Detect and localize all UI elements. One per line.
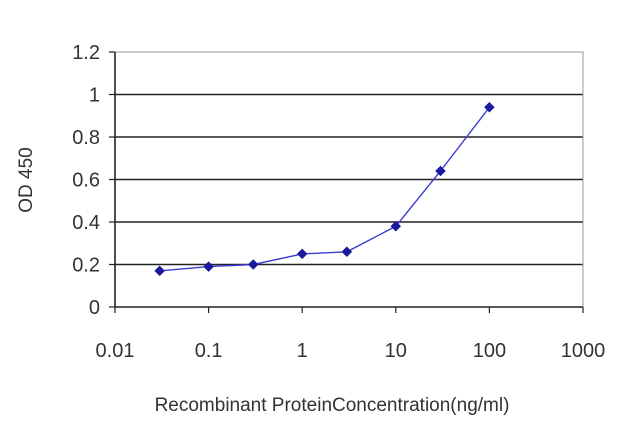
y-tick-label-2: 0.4 — [72, 212, 100, 234]
data-point-6 — [435, 165, 446, 177]
x-tick-label-1: 0.1 — [195, 340, 223, 362]
x-tick-label-2: 1 — [297, 340, 308, 362]
x-tick-label-0: 0.01 — [96, 340, 135, 362]
data-point-7 — [484, 101, 495, 113]
data-point-1 — [203, 261, 214, 272]
x-tick-label-5: 1000 — [561, 340, 606, 362]
x-tick-label-3: 10 — [385, 340, 407, 362]
data-point-3 — [296, 248, 308, 260]
y-tick-label-1: 0.2 — [72, 255, 100, 277]
x-tick-label-4: 100 — [473, 340, 506, 362]
data-point-2 — [247, 259, 259, 270]
y-tick-label-3: 0.6 — [72, 170, 100, 192]
data-series — [154, 101, 495, 277]
x-axis-label: Recombinant ProteinConcentration(ng/ml) — [155, 395, 510, 416]
y-tick-labels: 0 0.2 0.4 0.6 0.8 1 1.2 — [72, 42, 115, 319]
y-tick-label-5: 1 — [89, 85, 100, 107]
x-tick-labels: 0.01 0.1 1 10 100 1000 — [96, 307, 606, 362]
gridlines — [115, 93, 583, 266]
y-axis-label: OD 450 — [16, 147, 37, 212]
data-point-4 — [341, 246, 353, 258]
data-point-5 — [390, 220, 402, 232]
y-tick-label-4: 0.8 — [72, 127, 100, 149]
y-tick-label-6: 1.2 — [72, 42, 100, 64]
y-tick-label-0: 0 — [89, 297, 100, 319]
data-point-0 — [154, 265, 166, 277]
series-line-0 — [159, 106, 490, 272]
